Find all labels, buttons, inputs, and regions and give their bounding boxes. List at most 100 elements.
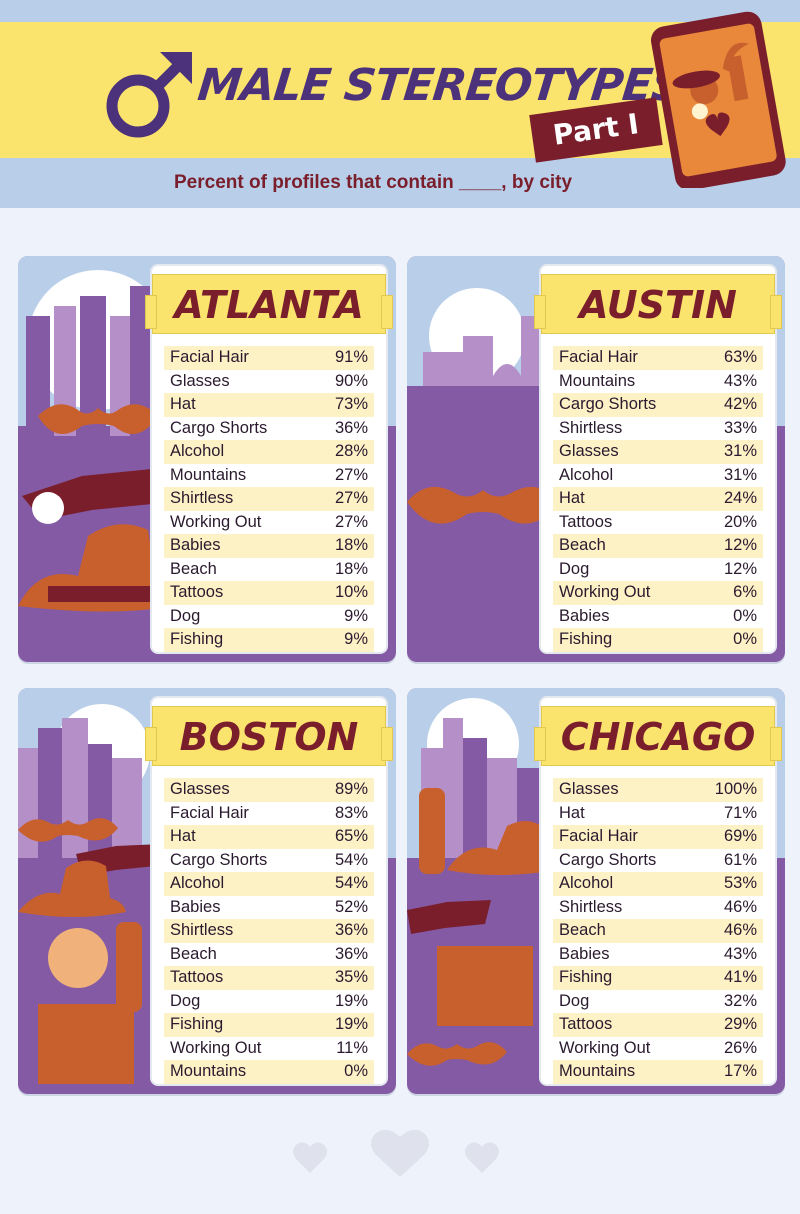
stat-label: Shirtless [170,921,234,939]
stat-label: Fishing [170,630,224,648]
stat-label: Glasses [170,371,230,390]
stat-row: Fishing 19% [164,1013,374,1037]
stat-row: Working Out 26% [553,1036,763,1060]
banner-tab-right [381,727,393,761]
stat-value: 89% [334,780,368,798]
stat-value: 9% [344,606,368,625]
stat-value: 36% [334,944,368,963]
stat-value: 29% [723,1015,757,1033]
stat-label: Glasses [170,780,230,798]
stat-value: 42% [723,395,757,413]
stat-label: Babies [559,944,610,963]
stat-label: Facial Hair [170,348,249,366]
stat-row: Cargo Shorts 61% [553,848,763,872]
stat-row: Mountains 27% [164,463,374,487]
city-banner: BOSTON [145,706,393,766]
stat-label: Beach [559,536,606,554]
stat-value: 43% [723,371,757,390]
stat-value: 90% [334,371,368,390]
stat-label: Working Out [170,1038,262,1057]
banner-tab-right [770,727,782,761]
stat-row: Babies 52% [164,895,374,919]
stat-row: Cargo Shorts 54% [164,848,374,872]
stat-value: 9% [344,630,368,648]
top-band [0,0,800,22]
stat-value: 17% [723,1062,757,1080]
stat-row: Dog 19% [164,989,374,1013]
stat-row: Babies 0% [553,604,763,628]
stat-value: 71% [723,803,757,822]
stat-row: Glasses 90% [164,369,374,393]
stat-label: Alcohol [170,442,225,460]
skyline-illustration [18,270,182,612]
stat-row: Tattoos 10% [164,581,374,605]
banner-tab-left [145,295,157,329]
stat-value: 83% [334,803,368,822]
stat-value: 52% [334,897,368,916]
skyline-illustration [407,698,557,1066]
city-card-austin: AUSTIN Facial Hair 63% Mountains 43% Cargo… [407,256,785,662]
stat-label: Fishing [559,630,613,648]
stat-row: Working Out 6% [553,581,763,605]
stat-label: Tattoos [170,968,224,986]
stat-label: Dog [170,991,201,1010]
stat-value: 65% [334,827,368,845]
stats-panel: ATLANTA Facial Hair 91% Glasses 90% Hat 73%… [145,264,393,654]
stat-value: 63% [723,348,757,366]
stat-label: Dog [559,991,590,1010]
stat-row: Shirtless 36% [164,919,374,943]
stat-label: Shirtless [559,418,623,437]
stat-label: Working Out [170,512,262,531]
stat-value: 19% [334,991,368,1010]
stat-value: 32% [723,991,757,1010]
stat-value: 36% [334,921,368,939]
city-name: ATLANTA [174,283,364,327]
stat-row: Facial Hair 69% [553,825,763,849]
stat-row: Glasses 89% [164,778,374,802]
male-symbol-icon [106,52,192,138]
stat-label: Cargo Shorts [170,418,268,437]
hearts-decoration [293,1129,499,1177]
stat-value: 28% [334,442,368,460]
stat-label: Working Out [559,583,651,601]
stat-row: Babies 43% [553,942,763,966]
stat-row: Mountains 0% [164,1060,374,1084]
stat-label: Babies [170,536,221,554]
phone-illustration [651,11,786,188]
stat-value: 18% [334,536,368,554]
stat-value: 31% [723,442,757,460]
city-name: AUSTIN [579,283,737,327]
stats-panel: CHICAGO Glasses 100% Hat 71% Facial Hair 69… [534,696,782,1086]
stat-row: Dog 9% [164,604,374,628]
stat-row: Working Out 27% [164,510,374,534]
stat-value: 43% [723,944,757,963]
stat-row: Alcohol 28% [164,440,374,464]
city-banner: ATLANTA [145,274,393,334]
stat-label: Dog [170,606,201,625]
stat-label: Beach [170,944,217,963]
stat-value: 91% [334,348,368,366]
city-name: BOSTON [179,715,359,759]
stat-row: Glasses 100% [553,778,763,802]
stat-value: 35% [334,968,368,986]
stat-label: Mountains [559,371,636,390]
stat-label: Mountains [170,1062,247,1080]
stat-row: Tattoos 35% [164,966,374,990]
stat-value: 73% [334,395,368,413]
stat-label: Alcohol [559,465,614,484]
city-card-atlanta: ATLANTA Facial Hair 91% Glasses 90% Hat 73%… [18,256,396,662]
stat-row: Tattoos 29% [553,1013,763,1037]
stat-label: Beach [170,559,217,578]
stat-row: Facial Hair 63% [553,346,763,370]
stat-value: 26% [723,1038,757,1057]
stats-rows: Glasses 89% Facial Hair 83% Hat 65% Cargo S… [164,778,374,1084]
stat-value: 10% [334,583,368,601]
city-card-chicago: CHICAGO Glasses 100% Hat 71% Facial Hair 69… [407,688,785,1094]
stats-panel: BOSTON Glasses 89% Facial Hair 83% Hat 65% … [145,696,393,1086]
stat-row: Babies 18% [164,534,374,558]
stat-label: Babies [170,897,221,916]
stat-value: 11% [336,1038,368,1057]
stat-label: Fishing [170,1015,224,1033]
stat-value: 100% [714,780,757,798]
stat-value: 31% [723,465,757,484]
